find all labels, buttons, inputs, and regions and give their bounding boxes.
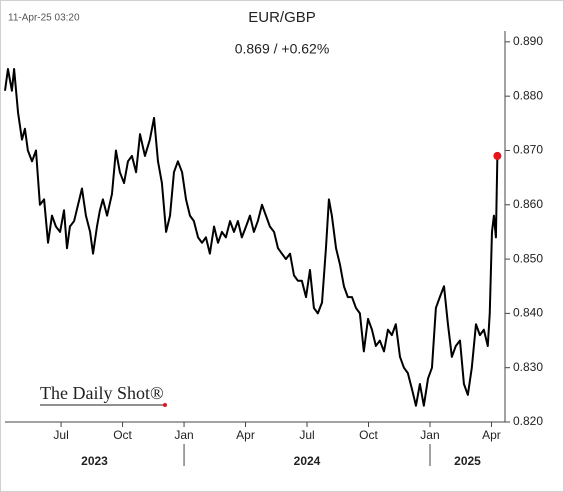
chart-title: EUR/GBP bbox=[248, 9, 316, 26]
x-tick-label: Jul bbox=[53, 428, 68, 442]
x-tick-label: Apr bbox=[236, 428, 255, 442]
y-tick-label: 0.850 bbox=[513, 251, 543, 265]
chart-subtitle: 0.869 / +0.62% bbox=[235, 41, 330, 57]
source-logo: The Daily Shot® bbox=[40, 383, 164, 403]
y-tick-label: 0.880 bbox=[513, 88, 543, 102]
x-tick-label: Jan bbox=[420, 428, 439, 442]
y-tick-label: 0.870 bbox=[513, 143, 543, 157]
y-tick-label: 0.820 bbox=[513, 414, 543, 428]
y-tick-label: 0.860 bbox=[513, 197, 543, 211]
x-tick-label: Oct bbox=[113, 428, 132, 442]
x-tick-label: Jan bbox=[174, 428, 193, 442]
timestamp: 11-Apr-25 03:20 bbox=[8, 13, 80, 24]
y-tick-label: 0.840 bbox=[513, 306, 543, 320]
price-line bbox=[4, 68, 499, 407]
x-tick-label: Apr bbox=[482, 428, 501, 442]
logo-dot bbox=[163, 403, 167, 407]
year-label: 2024 bbox=[294, 454, 321, 468]
x-tick-label: Oct bbox=[359, 428, 378, 442]
y-tick-label: 0.830 bbox=[513, 360, 543, 374]
year-label: 2023 bbox=[81, 454, 108, 468]
year-label: 2025 bbox=[454, 454, 481, 468]
y-tick-label: 0.890 bbox=[513, 34, 543, 48]
last-value-marker bbox=[493, 151, 502, 160]
x-tick-label: Jul bbox=[299, 428, 314, 442]
